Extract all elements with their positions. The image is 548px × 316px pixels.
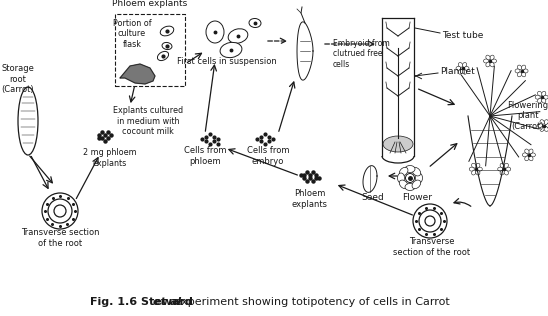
Text: et al: et al (153, 297, 181, 307)
Text: Phloem
explants: Phloem explants (292, 189, 328, 209)
Ellipse shape (500, 163, 504, 168)
Circle shape (42, 193, 78, 229)
Ellipse shape (383, 136, 413, 152)
Circle shape (48, 199, 72, 223)
Bar (115, 14, 185, 86)
Ellipse shape (540, 120, 544, 125)
Ellipse shape (162, 42, 172, 50)
Ellipse shape (463, 70, 467, 74)
Polygon shape (120, 64, 155, 84)
Ellipse shape (228, 29, 248, 43)
Text: Transverse section
of the root: Transverse section of the root (21, 228, 99, 248)
Ellipse shape (472, 170, 476, 175)
Polygon shape (297, 22, 313, 80)
Ellipse shape (530, 153, 535, 157)
Ellipse shape (157, 52, 169, 61)
Ellipse shape (456, 66, 461, 70)
Ellipse shape (538, 124, 543, 128)
Ellipse shape (477, 167, 482, 171)
Ellipse shape (492, 59, 496, 63)
Ellipse shape (506, 167, 511, 171)
Circle shape (413, 204, 447, 238)
Ellipse shape (517, 65, 522, 70)
Ellipse shape (206, 21, 224, 43)
Ellipse shape (463, 63, 467, 67)
Ellipse shape (529, 156, 533, 161)
Ellipse shape (476, 163, 480, 168)
Ellipse shape (538, 91, 542, 96)
Text: 2 mg phloem
explants: 2 mg phloem explants (83, 148, 137, 168)
Ellipse shape (472, 163, 476, 168)
Ellipse shape (415, 173, 423, 183)
Ellipse shape (515, 69, 520, 73)
Ellipse shape (538, 98, 542, 103)
Ellipse shape (458, 70, 463, 74)
Ellipse shape (504, 163, 509, 168)
Ellipse shape (523, 69, 528, 73)
Ellipse shape (517, 72, 522, 77)
Circle shape (419, 210, 441, 232)
Text: Storage
root
(Carrot): Storage root (Carrot) (2, 64, 35, 94)
Ellipse shape (18, 87, 38, 155)
Text: Transverse
section of the root: Transverse section of the root (393, 237, 471, 257)
Ellipse shape (522, 153, 527, 157)
Ellipse shape (397, 173, 404, 183)
Text: First cells in suspension: First cells in suspension (177, 57, 277, 65)
Ellipse shape (220, 42, 242, 58)
Text: Flower: Flower (402, 192, 432, 202)
Ellipse shape (412, 167, 421, 176)
Ellipse shape (399, 167, 408, 176)
Text: Cells from
embryo: Cells from embryo (247, 146, 289, 166)
Ellipse shape (399, 180, 408, 189)
Ellipse shape (476, 170, 480, 175)
Text: Test tube: Test tube (442, 32, 483, 40)
Text: Flowering
plant
(Carrot): Flowering plant (Carrot) (507, 101, 548, 131)
Ellipse shape (464, 66, 469, 70)
Ellipse shape (412, 180, 421, 189)
Ellipse shape (541, 98, 546, 103)
Ellipse shape (406, 173, 414, 183)
Circle shape (54, 205, 66, 217)
Ellipse shape (160, 26, 174, 36)
Ellipse shape (500, 170, 504, 175)
Ellipse shape (458, 63, 463, 67)
Ellipse shape (490, 55, 494, 60)
Text: Explants cultured
in medium with
cocount milk: Explants cultured in medium with cocount… (113, 106, 183, 136)
Ellipse shape (405, 184, 415, 191)
Ellipse shape (540, 127, 544, 131)
Ellipse shape (525, 149, 529, 154)
Ellipse shape (544, 120, 548, 125)
Ellipse shape (525, 156, 529, 161)
Ellipse shape (529, 149, 533, 154)
Ellipse shape (521, 65, 526, 70)
Polygon shape (363, 166, 377, 192)
Ellipse shape (490, 62, 494, 67)
Ellipse shape (535, 95, 540, 99)
Ellipse shape (541, 91, 546, 96)
Text: Fig. 1.6 Steward: Fig. 1.6 Steward (90, 297, 197, 307)
Ellipse shape (544, 127, 548, 131)
Text: Embryoid from
clutrued free
cells: Embryoid from clutrued free cells (333, 39, 390, 69)
Ellipse shape (486, 62, 490, 67)
Ellipse shape (405, 166, 415, 173)
Ellipse shape (249, 19, 261, 27)
Text: Phloem explants: Phloem explants (112, 0, 187, 9)
Ellipse shape (486, 55, 490, 60)
Polygon shape (468, 116, 512, 206)
Ellipse shape (543, 95, 548, 99)
Text: Portion of
culture
flask: Portion of culture flask (113, 19, 151, 49)
Circle shape (425, 216, 435, 226)
Text: experiment showing totipotency of cells in Carrot: experiment showing totipotency of cells … (171, 297, 450, 307)
Ellipse shape (546, 124, 548, 128)
Ellipse shape (504, 170, 509, 175)
Text: Seed: Seed (362, 192, 384, 202)
Ellipse shape (521, 72, 526, 77)
Ellipse shape (469, 167, 474, 171)
Text: Plantiet: Plantiet (440, 66, 475, 76)
Text: Cells from
phloem: Cells from phloem (184, 146, 226, 166)
Ellipse shape (483, 59, 488, 63)
Ellipse shape (498, 167, 503, 171)
